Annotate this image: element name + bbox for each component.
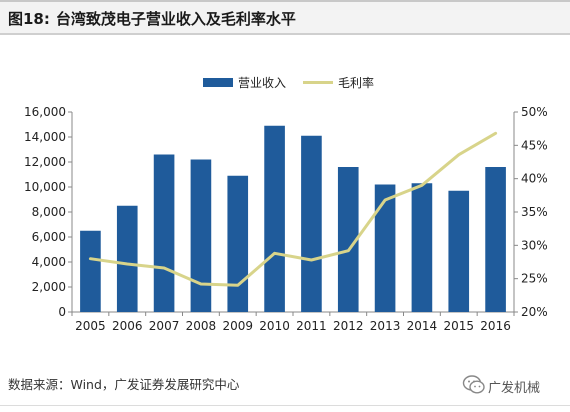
y-left-tick-label: 2,000: [32, 280, 66, 294]
y-right-tick-label: 30%: [521, 238, 548, 252]
bar-revenue: [301, 135, 322, 312]
x-tick-label: 2015: [443, 319, 474, 333]
x-tick-label: 2008: [186, 319, 217, 333]
x-tick-label: 2016: [480, 319, 511, 333]
figure-header: 图18: 台湾致茂电子营业收入及毛利率水平: [0, 0, 570, 34]
revenue-margin-chart: 0 2,000 4,000 6,000 8,000 10,000 12,000 14,000 1…: [24, 75, 548, 333]
y-right-tick-label: 45%: [521, 138, 548, 152]
x-tick-label: 2013: [370, 319, 401, 333]
wechat-icon: [462, 375, 485, 394]
y-right-tick-label: 20%: [521, 305, 548, 319]
x-tick-label: 2014: [407, 319, 438, 333]
y-left-tick-label: 10,000: [24, 180, 66, 194]
y-left-tick-label: 0: [58, 305, 66, 319]
bar-revenue: [411, 183, 433, 312]
bar-revenue: [374, 184, 396, 312]
y-left-tick-label: 14,000: [24, 130, 66, 144]
x-tick-label: 2010: [259, 319, 290, 333]
y-right-tick-label: 50%: [521, 105, 548, 119]
legend-label-revenue: 营业收入: [238, 76, 286, 90]
y-left-tick-label: 16,000: [24, 105, 66, 119]
bar-revenue: [448, 190, 470, 312]
bar-revenue: [337, 167, 359, 312]
y-left-tick-label: 8,000: [32, 205, 66, 219]
y-right-tick-label: 25%: [521, 272, 548, 286]
watermark-text: 广发机械: [488, 381, 541, 396]
header-divider: [0, 33, 570, 35]
figure-title-text: 台湾致茂电子营业收入及毛利率水平: [55, 10, 296, 28]
x-tick-label: 2005: [75, 319, 106, 333]
y-right-tick-label: 35%: [521, 205, 548, 219]
x-tick-label: 2012: [333, 319, 364, 333]
bar-revenue: [190, 159, 212, 312]
legend-label-margin: 毛利率: [338, 75, 374, 90]
bar-revenue: [227, 175, 249, 312]
figure-number: 图18:: [8, 10, 50, 28]
x-tick-label: 2009: [222, 319, 253, 333]
footer-divider: [0, 405, 570, 406]
watermark: 广发机械: [462, 372, 562, 402]
chart-legend: 营业收入 毛利率: [203, 75, 374, 90]
line-gross-margin: [88, 131, 498, 287]
source-note: 数据来源：Wind，广发证券发展研究中心: [8, 377, 240, 392]
bar-revenue: [485, 167, 506, 312]
x-tick-label: 2011: [296, 319, 327, 333]
x-tick-label: 2007: [149, 319, 180, 333]
y-left-tick-label: 12,000: [24, 155, 66, 169]
bar-revenue: [116, 205, 138, 312]
x-tick-label: 2006: [112, 319, 143, 333]
y-right-tick-label: 40%: [521, 172, 548, 186]
bar-revenue: [80, 230, 101, 312]
figure-title: 图18: 台湾致茂电子营业收入及毛利率水平: [8, 8, 296, 29]
legend-swatch-revenue: [203, 78, 233, 87]
bar-revenue: [264, 125, 285, 312]
y-left-tick-label: 6,000: [32, 230, 66, 244]
bar-revenue: [153, 154, 175, 312]
y-left-tick-label: 4,000: [32, 255, 66, 269]
